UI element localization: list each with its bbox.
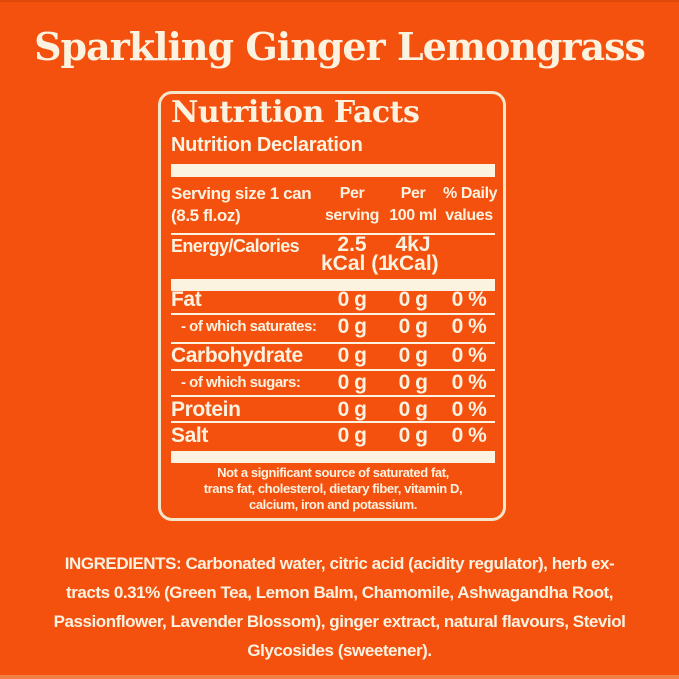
divider-thick-top xyxy=(171,164,495,177)
divider-thin xyxy=(171,233,495,235)
nutrient-row-protein: Protein 0 g 0 g 0 % xyxy=(171,398,487,421)
ingredients-text: INGREDIENTS: Carbonated water, citric ac… xyxy=(53,554,626,660)
product-title: Sparkling Ginger Lemongrass xyxy=(34,24,646,69)
nutrition-facts-heading: Nutrition Facts xyxy=(171,95,420,130)
column-header-per-100ml: Per 100 ml xyxy=(389,185,437,224)
divider-thin xyxy=(171,342,495,344)
column-header-daily-values: % Daily values xyxy=(443,185,498,224)
nutrient-row-fat: Fat 0 g 0 g 0 % xyxy=(171,288,487,311)
divider-thick-mid xyxy=(171,279,495,291)
energy-row: Energy/Calories 2.5 4kJ kCal (1 kCal) xyxy=(171,233,495,275)
energy-per-serving-unit: kCal (1 xyxy=(321,252,390,275)
bottom-edge-strip xyxy=(0,675,679,679)
footnote-text: Not a significant source of saturated fa… xyxy=(203,465,463,512)
serving-size-row: Serving size 1 can (8.5 fl.oz) Per servi… xyxy=(171,183,498,227)
ingredients-prefix: INGREDIENTS: xyxy=(64,554,182,573)
nutrient-row-sugars: - of which sugars: 0 g 0 g 0 % xyxy=(181,371,487,394)
energy-per-serving-value: 2.5 xyxy=(337,233,367,256)
column-header-per-serving: Per serving xyxy=(324,185,380,224)
nutrition-facts-panel: Nutrition Facts Nutrition Declaration Se… xyxy=(158,91,506,521)
divider-thin xyxy=(171,421,495,423)
top-edge-strip xyxy=(0,0,679,2)
nutrient-row-salt: Salt 0 g 0 g 0 % xyxy=(171,424,487,447)
nutrition-declaration-subheading: Nutrition Declaration xyxy=(171,134,363,156)
divider-thick-bottom xyxy=(171,451,495,463)
energy-label: Energy/Calories xyxy=(171,236,300,256)
divider-thin xyxy=(171,395,495,397)
nutrient-row-saturates: - of which saturates: 0 g 0 g 0 % xyxy=(181,315,487,338)
nutrient-row-carbohydrate: Carbohydrate 0 g 0 g 0 % xyxy=(171,344,487,367)
divider-thin xyxy=(171,369,495,371)
energy-values: 2.5 4kJ kCal (1 kCal) xyxy=(321,233,495,275)
energy-per-100ml-unit: kCal) xyxy=(387,252,439,275)
serving-size-label: Serving size 1 can (8.5 fl.oz) xyxy=(171,184,312,225)
energy-per-100ml-value: 4kJ xyxy=(395,233,431,256)
divider-thin xyxy=(171,313,495,315)
